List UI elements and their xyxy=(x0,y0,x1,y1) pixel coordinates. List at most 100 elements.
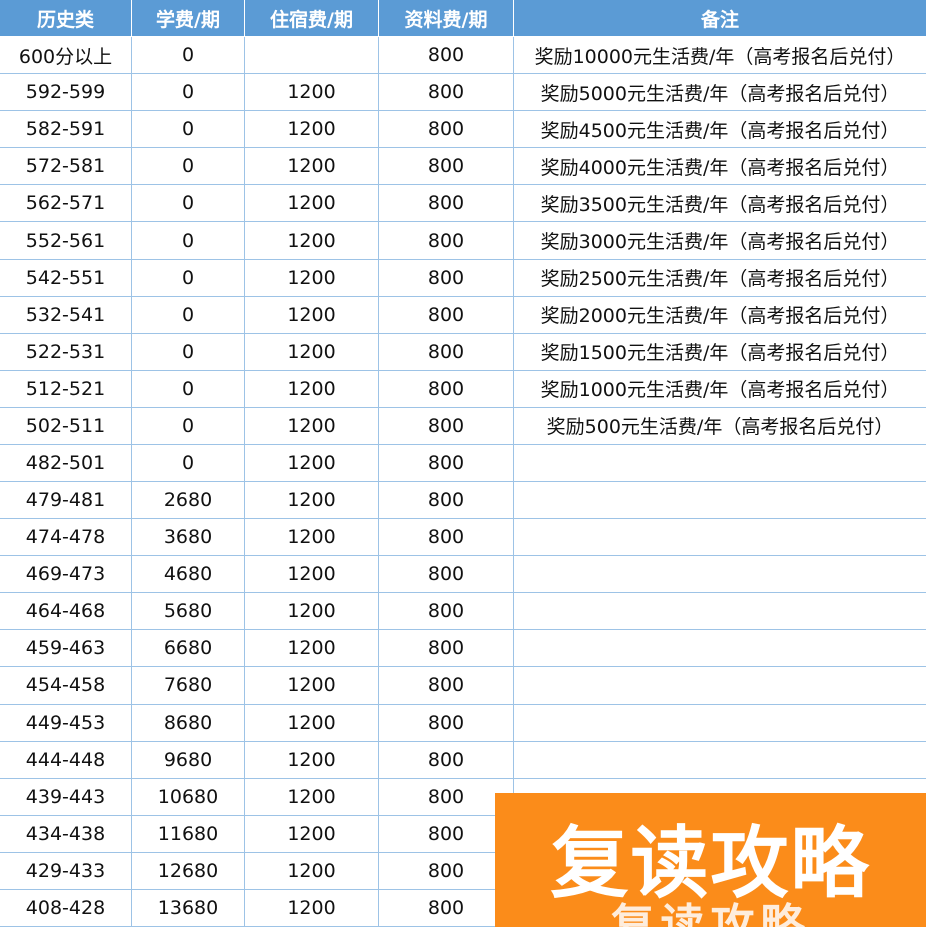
table-cell: 0 xyxy=(132,407,245,445)
table-cell: 800 xyxy=(379,704,514,742)
table-cell: 0 xyxy=(132,74,245,112)
table-cell: 1200 xyxy=(245,407,379,445)
table-cell xyxy=(514,667,926,705)
table-cell: 奖励1000元生活费/年（高考报名后兑付） xyxy=(514,371,926,408)
table-cell: 800 xyxy=(379,741,514,779)
table-cell: 1200 xyxy=(245,741,379,779)
table-cell: 奖励500元生活费/年（高考报名后兑付） xyxy=(514,408,926,445)
header-cell: 备注 xyxy=(514,0,926,38)
watermark-text: 复读攻略 xyxy=(550,819,871,909)
table-cell: 1200 xyxy=(245,852,379,890)
table-cell: 2680 xyxy=(132,482,245,520)
table-cell: 592-599 xyxy=(0,74,132,112)
table-cell: 0 xyxy=(132,333,245,371)
table-cell: 800 xyxy=(379,556,514,594)
table-cell: 429-433 xyxy=(0,852,132,890)
table-cell xyxy=(514,519,926,557)
table-cell: 1200 xyxy=(245,630,379,668)
table-cell: 7680 xyxy=(132,667,245,705)
table-cell: 12680 xyxy=(132,852,245,890)
table-cell: 454-458 xyxy=(0,667,132,705)
table-cell: 0 xyxy=(132,296,245,334)
table-cell: 1200 xyxy=(245,519,379,557)
table-cell: 444-448 xyxy=(0,741,132,779)
table-cell: 800 xyxy=(379,333,514,371)
table-cell: 800 xyxy=(379,667,514,705)
table-cell: 800 xyxy=(379,778,514,816)
table-cell: 13680 xyxy=(132,889,245,927)
table-cell: 1200 xyxy=(245,482,379,520)
table-cell: 8680 xyxy=(132,704,245,742)
table-cell: 3680 xyxy=(132,519,245,557)
table-cell: 10680 xyxy=(132,778,245,816)
table-cell: 0 xyxy=(132,37,245,75)
table-cell: 奖励3000元生活费/年（高考报名后兑付） xyxy=(514,222,926,260)
table-cell: 奖励5000元生活费/年（高考报名后兑付） xyxy=(514,74,926,112)
table-cell: 800 xyxy=(379,519,514,557)
table-cell: 464-468 xyxy=(0,593,132,631)
table-cell: 1200 xyxy=(245,889,379,927)
header-cell: 资料费/期 xyxy=(379,0,514,38)
table-cell: 800 xyxy=(379,630,514,668)
watermark-shadow-text: 复读攻略 xyxy=(610,900,811,927)
table-cell: 1200 xyxy=(245,185,379,223)
table-cell: 572-581 xyxy=(0,148,132,186)
table-cell: 4680 xyxy=(132,556,245,594)
table-cell: 800 xyxy=(379,148,514,186)
table-cell xyxy=(514,705,926,742)
table-cell: 奖励2500元生活费/年（高考报名后兑付） xyxy=(514,260,926,297)
table-cell: 奖励1500元生活费/年（高考报名后兑付） xyxy=(514,334,926,371)
table-cell xyxy=(514,742,926,779)
table-cell: 459-463 xyxy=(0,630,132,668)
table-cell: 1200 xyxy=(245,815,379,853)
table-cell: 0 xyxy=(132,259,245,297)
table-cell: 11680 xyxy=(132,815,245,853)
table-cell: 800 xyxy=(379,296,514,334)
table-cell: 1200 xyxy=(245,667,379,705)
table-cell: 552-561 xyxy=(0,222,132,260)
table-cell: 1200 xyxy=(245,222,379,260)
table-cell: 800 xyxy=(379,852,514,890)
table-cell: 502-511 xyxy=(0,407,132,445)
table-cell: 522-531 xyxy=(0,333,132,371)
header-cell: 学费/期 xyxy=(132,0,245,38)
header-cell: 住宿费/期 xyxy=(245,0,379,38)
table-cell: 奖励3500元生活费/年（高考报名后兑付） xyxy=(514,185,926,223)
table-cell xyxy=(514,482,926,520)
table-cell: 800 xyxy=(379,444,514,483)
table-cell: 1200 xyxy=(245,259,379,297)
table-cell: 469-473 xyxy=(0,556,132,594)
table-cell: 1200 xyxy=(245,444,379,483)
table-cell: 800 xyxy=(379,185,514,223)
table-cell: 6680 xyxy=(132,630,245,668)
table-cell: 800 xyxy=(379,37,514,75)
table-cell: 1200 xyxy=(245,111,379,149)
table-cell: 582-591 xyxy=(0,111,132,149)
table-cell: 800 xyxy=(379,111,514,149)
table-cell: 0 xyxy=(132,148,245,186)
table-cell: 408-428 xyxy=(0,889,132,927)
table-cell: 1200 xyxy=(245,296,379,334)
table-cell: 532-541 xyxy=(0,296,132,334)
header-cell: 历史类 xyxy=(0,0,132,38)
table-cell: 482-501 xyxy=(0,444,132,483)
table-cell: 800 xyxy=(379,259,514,297)
table-cell xyxy=(514,556,926,594)
table-cell xyxy=(514,445,926,483)
table-cell: 479-481 xyxy=(0,482,132,520)
table-cell: 0 xyxy=(132,185,245,223)
table-cell: 0 xyxy=(132,370,245,408)
table-cell: 434-438 xyxy=(0,815,132,853)
table-cell: 1200 xyxy=(245,74,379,112)
table-cell: 800 xyxy=(379,889,514,927)
table-cell: 800 xyxy=(379,74,514,112)
table-cell xyxy=(514,593,926,631)
table-cell: 474-478 xyxy=(0,519,132,557)
table-cell: 562-571 xyxy=(0,185,132,223)
table-cell: 1200 xyxy=(245,778,379,816)
table-cell: 0 xyxy=(132,222,245,260)
table-cell: 1200 xyxy=(245,148,379,186)
table-cell: 512-521 xyxy=(0,370,132,408)
table-cell: 600分以上 xyxy=(0,37,132,75)
